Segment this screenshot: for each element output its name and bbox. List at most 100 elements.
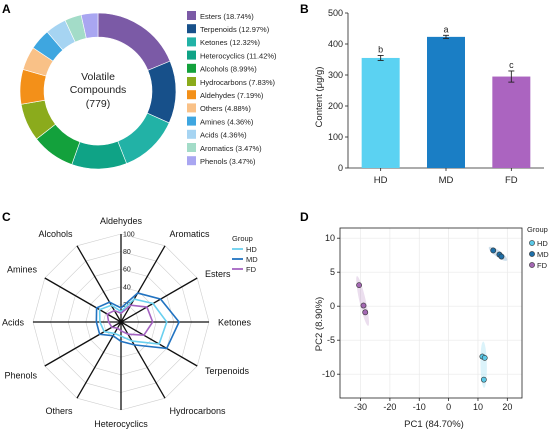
radar-axis-label-10: Amines: [7, 265, 38, 275]
scatter-legend-title: Group: [527, 225, 548, 234]
bar-letter-FD: c: [509, 60, 514, 70]
donut-center-line-3: (779): [86, 98, 111, 110]
scatter-point-MD-2: [498, 253, 505, 260]
scatter-y-tick-label-0: -10: [322, 369, 335, 379]
donut-legend-label-11: Phenols (3.47%): [200, 157, 256, 166]
donut-legend-label-7: Others (4.88%): [200, 104, 251, 113]
radar-axis-label-3: Ketones: [218, 318, 252, 328]
donut-legend-swatch-4: [187, 63, 196, 73]
radar-axis-label-8: Phenols: [4, 371, 37, 381]
bar-letter-HD: b: [378, 44, 383, 54]
donut-slice-11: [80, 12, 99, 39]
scatter-legend-label-MD: MD: [537, 250, 549, 259]
donut-slice-3: [71, 140, 127, 170]
scatter-legend-label-HD: HD: [537, 239, 548, 248]
radar-legend-label-HD: HD: [246, 245, 257, 254]
radar-chart: Aldehydes Aromatics Esters Ketones Terpenoid…: [2, 216, 252, 429]
donut-legend-label-6: Aldehydes (7.19%): [200, 91, 264, 100]
radar-tick-label-4: 100: [123, 232, 135, 239]
donut-center-line-2: Compounds: [70, 84, 127, 96]
bar-y-axis-label: Content (μg/g): [314, 67, 325, 128]
radar-spoke-2: [120, 277, 198, 323]
donut-legend-label-10: Aromatics (3.47%): [200, 144, 262, 153]
donut-legend-swatch-7: [187, 103, 196, 113]
donut-chart: [19, 12, 177, 170]
scatter-y-tick-label-1: -5: [327, 335, 335, 345]
scatter-legend-marker-HD: [529, 240, 535, 246]
radar-spoke-1: [120, 245, 166, 323]
donut-legend-swatch-10: [187, 143, 196, 152]
scatter-point-MD-0: [490, 247, 497, 254]
scatter-x-tick-label-0: -30: [354, 402, 367, 412]
bar-y-tick-label-5: 500: [328, 8, 343, 18]
scatter-x-tick-label-5: 20: [502, 402, 512, 412]
panel-b: B 0 100 200 300 400 500 b HD a MD c FD Content (μg/…: [300, 2, 544, 186]
radar-spoke-11: [76, 245, 122, 323]
radar-axis-label-9: Acids: [2, 318, 25, 328]
scatter-ellipse-HD: [480, 341, 487, 388]
radar-series-FD: [106, 304, 154, 337]
bar-MD: [427, 36, 465, 169]
panel-label-b: B: [300, 2, 309, 16]
radar-legend-title: Group: [232, 234, 253, 243]
scatter-legend-marker-FD: [529, 262, 535, 268]
bar-HD: [361, 57, 400, 169]
scatter-frame: [339, 227, 523, 399]
panel-d: D -30 -20 -10 0 10 20 -10 -5 0 5 10 PC1 (84.70%) P…: [300, 210, 549, 430]
donut-legend-label-9: Acids (4.36%): [200, 131, 247, 140]
scatter-x-tick-label-3: 0: [446, 402, 451, 412]
donut-legend-label-2: Ketones (12.32%): [200, 38, 261, 47]
donut-legend-swatch-0: [187, 11, 196, 20]
donut-slice-1: [146, 60, 177, 124]
bar-y-tick-label-2: 200: [328, 101, 343, 111]
panel-c: C Aldehydes Aromatics Esters Ketones Terpeno…: [2, 210, 258, 429]
bar-chart: 0 100 200 300 400 500 b HD a MD c FD: [328, 8, 544, 186]
donut-legend: Esters (18.74%) Terpenoids (12.97%) Ketone…: [187, 11, 277, 166]
bar-y-tick-label-1: 100: [328, 132, 343, 142]
scatter-point-FD-2: [362, 309, 369, 316]
radar-axis-label-1: Aromatics: [170, 229, 211, 239]
donut-legend-label-3: Heterocyclics (11.42%): [200, 51, 277, 60]
donut-legend-swatch-2: [187, 37, 196, 47]
scatter-y-axis-label: PC2 (8.90%): [314, 297, 325, 351]
donut-slice-2: [117, 112, 170, 164]
donut-legend-swatch-1: [187, 24, 196, 34]
scatter-x-tick-label-4: 10: [473, 402, 483, 412]
donut-legend-swatch-6: [187, 90, 196, 100]
panel-a: A Volatile Compounds (779) Esters (18.74…: [2, 2, 277, 170]
donut-legend-swatch-5: [187, 77, 196, 86]
bar-x-tick-label-FD: FD: [505, 175, 518, 186]
radar-tick-label-2: 60: [123, 267, 131, 274]
donut-legend-swatch-11: [187, 156, 196, 166]
radar-legend-label-MD: MD: [246, 255, 258, 264]
radar-series-MD: [95, 292, 181, 350]
scatter-legend: HD MD FD: [529, 239, 549, 270]
donut-legend-label-0: Esters (18.74%): [200, 12, 254, 21]
bar-y-tick-label-3: 300: [328, 70, 343, 80]
donut-legend-label-5: Hydrocarbons (7.83%): [200, 78, 276, 87]
scatter-point-HD-1: [481, 354, 488, 361]
bar-x-tick-label-HD: HD: [374, 175, 388, 186]
radar-tick-label-3: 80: [123, 249, 131, 256]
donut-slice-0: [97, 12, 171, 71]
scatter-x-tick-label-1: -20: [383, 402, 396, 412]
scatter-chart: -30 -20 -10 0 10 20 -10 -5 0 5 10: [322, 227, 523, 412]
scatter-x-axis-label: PC1 (84.70%): [404, 419, 464, 430]
donut-legend-swatch-8: [187, 116, 196, 126]
scatter-x-tick-label-2: -10: [413, 402, 426, 412]
radar-series-HD: [98, 298, 168, 345]
donut-center-line-1: Volatile: [81, 71, 115, 83]
radar-tick-label-1: 40: [123, 284, 131, 291]
radar-axis-label-5: Hydrocarbons: [170, 406, 227, 416]
bar-letter-MD: a: [443, 24, 448, 34]
donut-legend-label-4: Alcohols (8.99%): [200, 65, 257, 74]
scatter-point-FD-0: [356, 282, 362, 289]
radar-axis-label-11: Alcohols: [38, 229, 73, 239]
scatter-point-FD-1: [360, 302, 367, 309]
radar-axis-label-4: Terpenoids: [205, 366, 250, 376]
radar-spoke-7: [76, 321, 122, 399]
bar-FD: [492, 76, 531, 168]
scatter-ellipse-FD: [356, 276, 369, 326]
radar-axis-label-2: Esters: [205, 269, 231, 279]
